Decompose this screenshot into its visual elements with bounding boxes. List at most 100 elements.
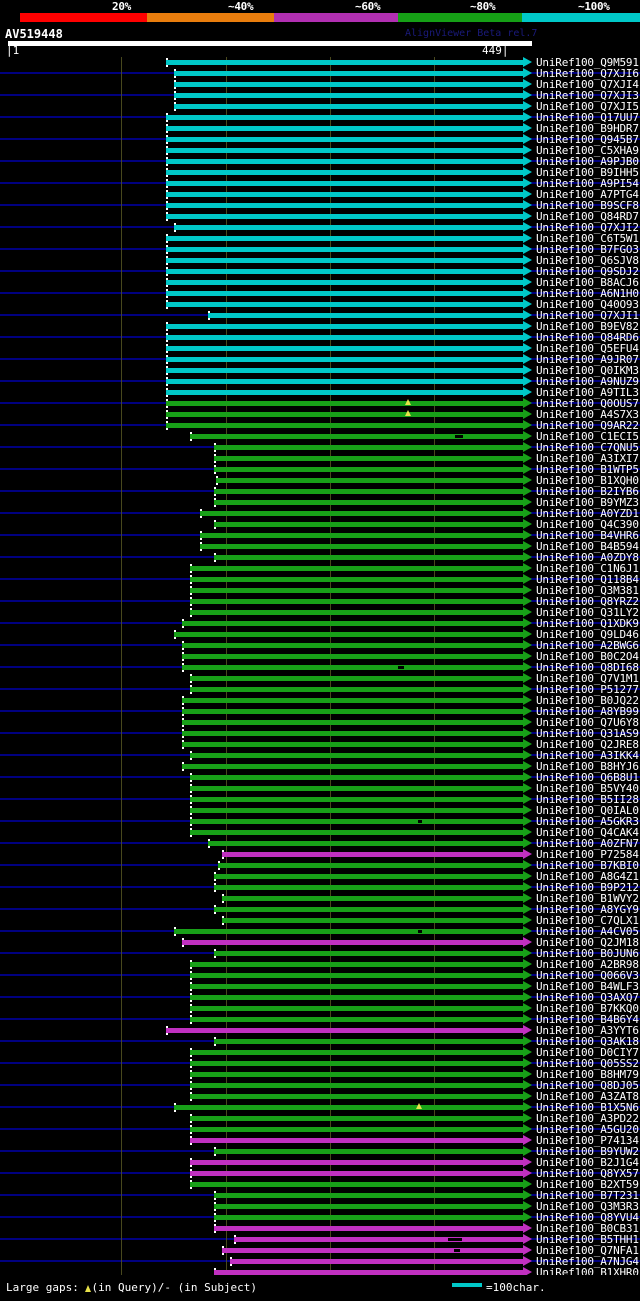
hit-label[interactable]: UniRef100_B2XT59 [536,1178,639,1191]
hit-label[interactable]: UniRef100_A0ZFN7 [536,837,639,850]
alignment-bar[interactable] [166,258,524,263]
hit-label[interactable]: UniRef100_B0JQ22 [536,694,639,707]
alignment-bar[interactable] [174,1105,524,1110]
alignment-bar[interactable] [174,93,524,98]
alignment-bar[interactable] [166,357,524,362]
alignment-row[interactable] [0,827,640,838]
alignment-row[interactable] [0,1245,640,1256]
alignment-row[interactable] [0,541,640,552]
alignment-bar[interactable] [214,522,524,527]
hit-label[interactable]: UniRef100_Q0OUS7 [536,397,639,410]
alignment-bar[interactable] [190,1050,524,1055]
alignment-bar[interactable] [214,1039,524,1044]
hit-label[interactable]: UniRef100_B7FGO3 [536,243,639,256]
alignment-row[interactable] [0,530,640,541]
alignment-bar[interactable] [190,566,524,571]
hit-label[interactable]: UniRef100_Q9SDJ2 [536,265,639,278]
alignment-row[interactable] [0,882,640,893]
alignment-row[interactable] [0,1102,640,1113]
hit-label[interactable]: UniRef100_B9HDR7 [536,122,639,135]
alignment-bar[interactable] [174,632,524,637]
hit-label[interactable]: UniRef100_P72584 [536,848,639,861]
alignment-row[interactable] [0,904,640,915]
alignment-row[interactable] [0,970,640,981]
alignment-bar[interactable] [214,874,524,879]
hit-label[interactable]: UniRef100_Q3M381 [536,584,639,597]
hit-label[interactable]: UniRef100_A3IKK4 [536,749,639,762]
alignment-row[interactable] [0,728,640,739]
hit-label[interactable]: UniRef100_Q9M591 [536,57,639,69]
hit-label[interactable]: UniRef100_C7QLX1 [536,914,639,927]
alignment-row[interactable] [0,915,640,926]
alignment-bar[interactable] [174,225,524,230]
hit-label[interactable]: UniRef100_C5XHA9 [536,144,639,157]
hit-label[interactable]: UniRef100_B8ACJ6 [536,276,639,289]
alignment-row[interactable] [0,1267,640,1275]
alignment-bar[interactable] [214,467,524,472]
alignment-bar[interactable] [182,720,524,725]
hit-label[interactable]: UniRef100_Q6SJV8 [536,254,639,267]
alignment-row[interactable] [0,310,640,321]
hit-label[interactable]: UniRef100_Q7XJI1 [536,309,639,322]
alignment-bar[interactable] [208,841,524,846]
hit-label[interactable]: UniRef100_Q40O93 [536,298,639,311]
alignment-bar[interactable] [182,665,524,670]
alignment-bar[interactable] [190,775,524,780]
hit-label[interactable]: UniRef100_B5VY40 [536,782,639,795]
hit-label[interactable]: UniRef100_B4VHR6 [536,529,639,542]
alignment-bar[interactable] [200,544,524,549]
alignment-row[interactable] [0,266,640,277]
alignment-bar[interactable] [214,489,524,494]
alignment-bar[interactable] [214,456,524,461]
alignment-row[interactable] [0,200,640,211]
hit-label[interactable]: UniRef100_P51277 [536,683,639,696]
hit-label[interactable]: UniRef100_Q0IKM3 [536,364,639,377]
hit-label[interactable]: UniRef100_Q3AXQ7 [536,991,639,1004]
alignment-bar[interactable] [190,588,524,593]
hit-label[interactable]: UniRef100_B8HM79 [536,1068,639,1081]
alignment-bar[interactable] [190,577,524,582]
hit-label[interactable]: UniRef100_C6T5W1 [536,232,639,245]
alignment-row[interactable] [0,1146,640,1157]
alignment-row[interactable] [0,442,640,453]
hit-label[interactable]: UniRef100_Q7XJI3 [536,89,639,102]
hit-label[interactable]: UniRef100_A3ZAT8 [536,1090,639,1103]
alignment-row[interactable] [0,1058,640,1069]
alignment-bar[interactable] [166,269,524,274]
alignment-row[interactable] [0,1014,640,1025]
alignment-row[interactable] [0,750,640,761]
alignment-bar[interactable] [214,907,524,912]
hit-label[interactable]: UniRef100_A8YB99 [536,705,639,718]
alignment-bar[interactable] [222,918,524,923]
alignment-row[interactable] [0,552,640,563]
alignment-bar[interactable] [166,368,524,373]
hit-label[interactable]: UniRef100_Q2JRE8 [536,738,639,751]
alignment-row[interactable] [0,893,640,904]
alignment-row[interactable] [0,409,640,420]
alignment-bar[interactable] [166,181,524,186]
hit-label[interactable]: UniRef100_A4CV05 [536,925,639,938]
alignment-row[interactable] [0,519,640,530]
alignment-row[interactable] [0,178,640,189]
alignment-row[interactable] [0,453,640,464]
alignment-row[interactable] [0,959,640,970]
alignment-row[interactable] [0,794,640,805]
alignment-row[interactable] [0,717,640,728]
alignment-row[interactable] [0,57,640,68]
hit-label[interactable]: UniRef100_C1N6J1 [536,562,639,575]
hit-label[interactable]: UniRef100_A3IXI7 [536,452,639,465]
alignment-bar[interactable] [166,192,524,197]
alignment-row[interactable] [0,739,640,750]
alignment-bar[interactable] [214,1204,524,1209]
hit-label[interactable]: UniRef100_A9TIL3 [536,386,639,399]
hit-label[interactable]: UniRef100_Q5EFU4 [536,342,639,355]
alignment-row[interactable] [0,101,640,112]
alignment-bar[interactable] [166,170,524,175]
alignment-row[interactable] [0,68,640,79]
alignment-row[interactable] [0,189,640,200]
alignment-bar[interactable] [166,324,524,329]
alignment-row[interactable] [0,1047,640,1058]
alignment-bar[interactable] [190,1072,524,1077]
hit-label[interactable]: UniRef100_B0JUN6 [536,947,639,960]
alignment-row[interactable] [0,1179,640,1190]
